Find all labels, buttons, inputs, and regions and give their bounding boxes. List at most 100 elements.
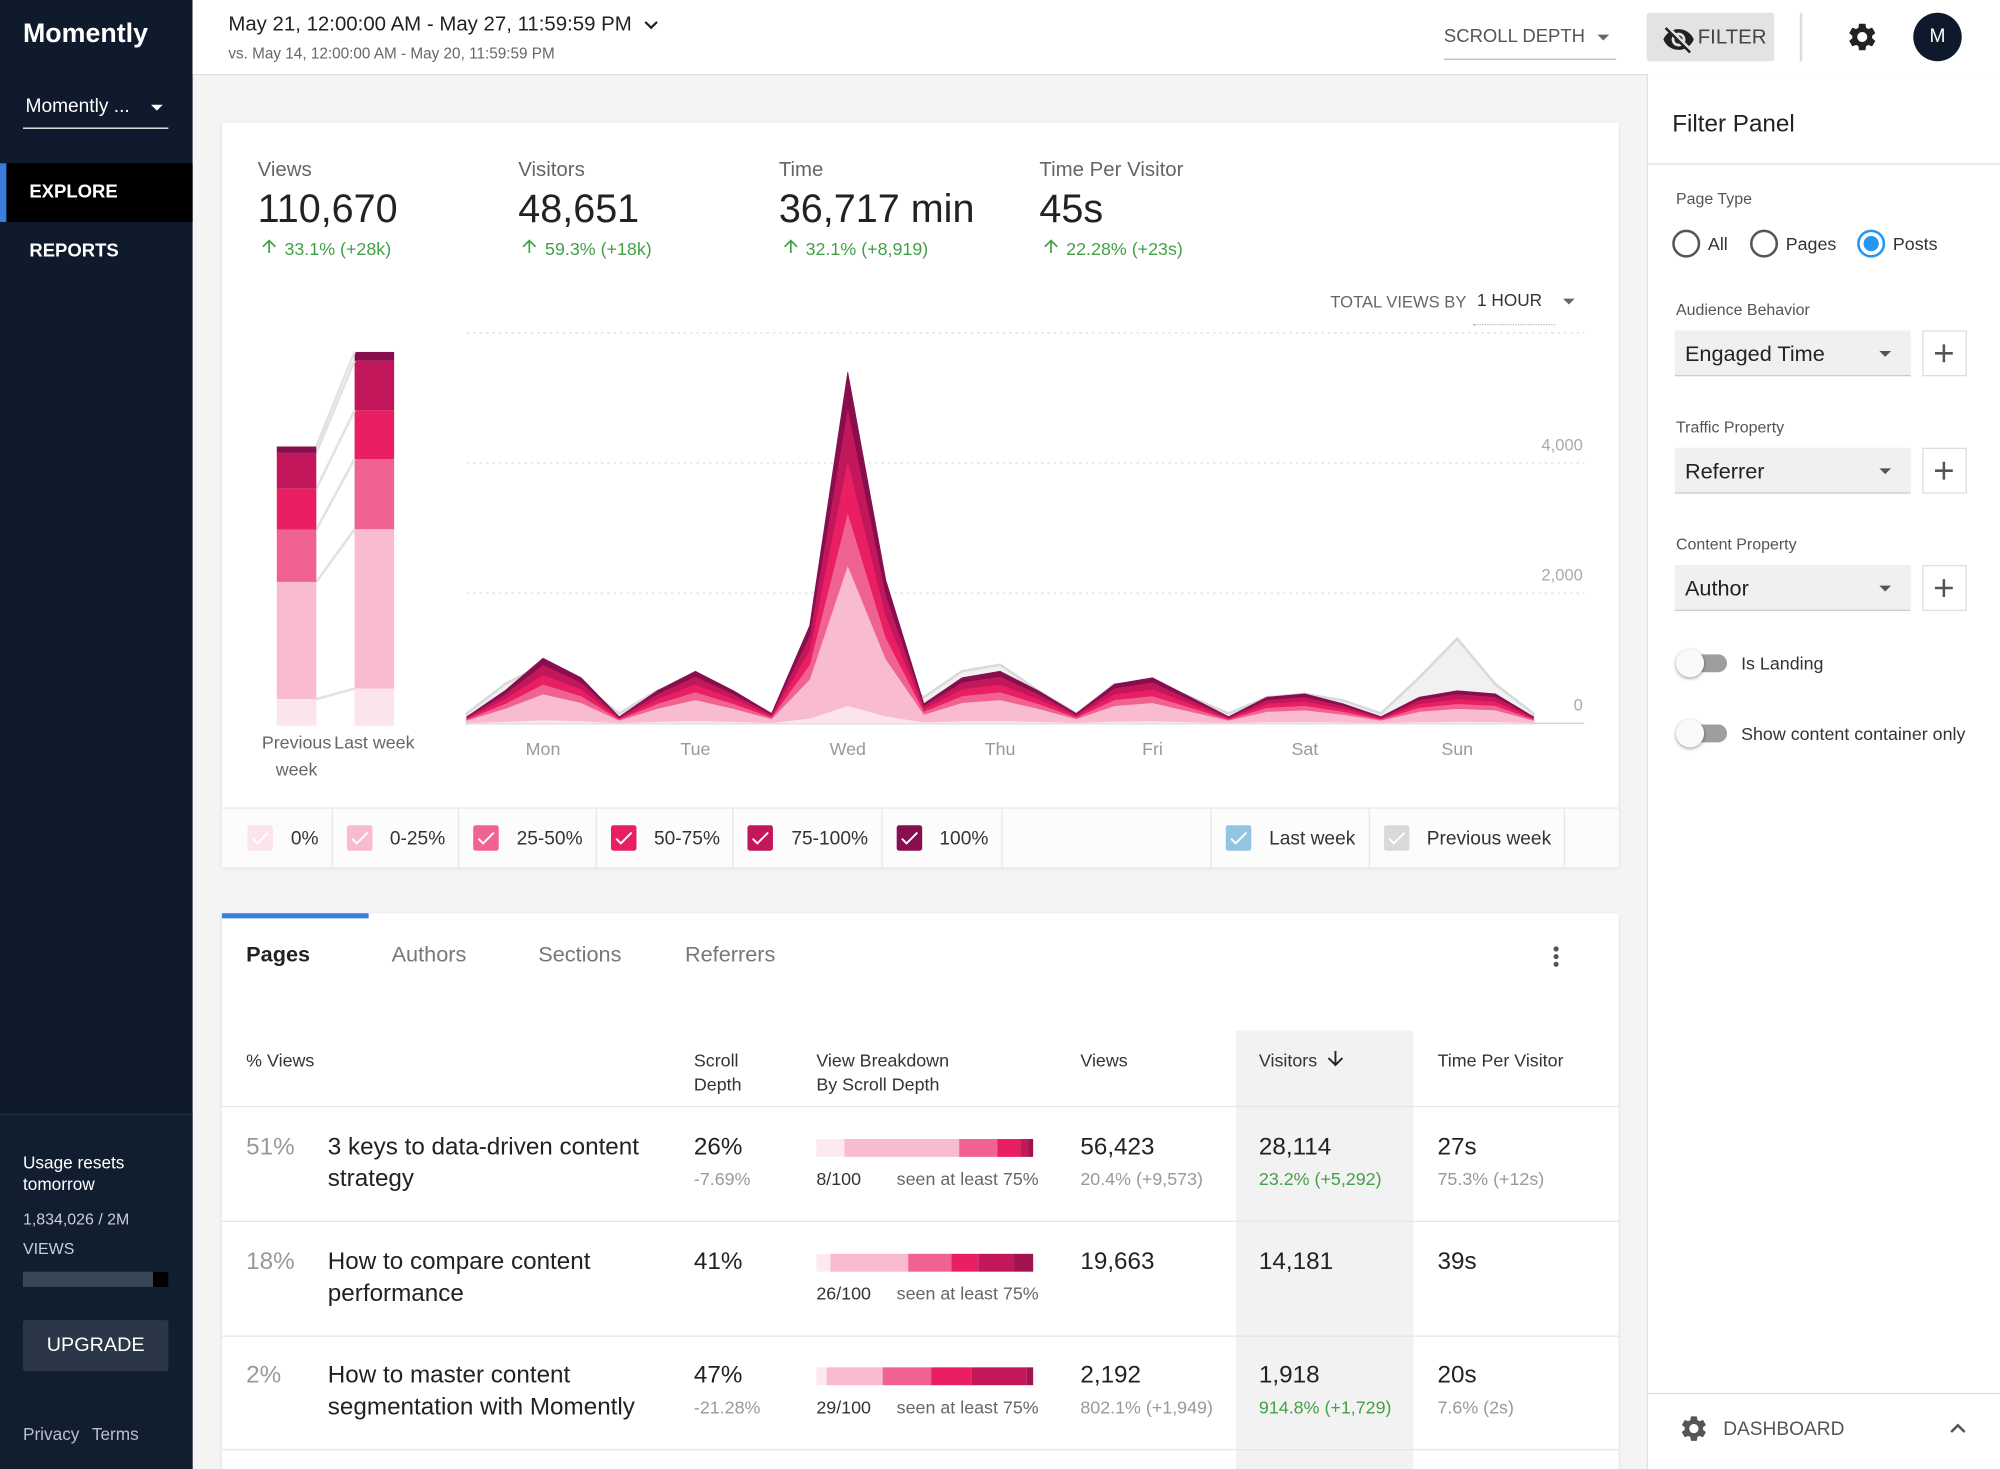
- tab[interactable]: Referrers: [685, 943, 775, 969]
- breakdown-segment: [931, 1367, 972, 1385]
- site-select[interactable]: Momently ...: [26, 96, 130, 118]
- settings-icon-icon: [1849, 24, 1875, 51]
- scroll-depth: 41%: [694, 1248, 743, 1276]
- interval-caret-icon: [1563, 299, 1575, 305]
- up-arrow-icon: [523, 239, 537, 253]
- up-arrow: [520, 236, 540, 256]
- radio-label[interactable]: All: [1708, 233, 1728, 253]
- legend-checkbox-icon: [1388, 832, 1405, 845]
- legend-label: 50-75%: [654, 827, 720, 849]
- interval-select[interactable]: 1 HOUR: [1477, 291, 1542, 310]
- radio-label[interactable]: Posts: [1893, 233, 1938, 253]
- legend-checkbox: [473, 825, 499, 851]
- nav-item[interactable]: EXPLORE: [29, 163, 117, 222]
- radio[interactable]: [1750, 230, 1778, 258]
- page-title[interactable]: How to master content segmentation with …: [328, 1360, 675, 1424]
- legend-checkbox-icon: [478, 832, 495, 845]
- share: 2%: [246, 1362, 281, 1390]
- column-header[interactable]: Views: [1080, 1048, 1208, 1072]
- column-header[interactable]: Time Per Visitor: [1437, 1048, 1603, 1072]
- stat-change: 33.1% (+28k): [284, 239, 391, 259]
- row-border: [222, 1449, 1619, 1450]
- filter-label[interactable]: FILTER: [1698, 27, 1767, 50]
- metric-caret-icon: [1589, 23, 1617, 51]
- dashboard-label[interactable]: DASHBOARD: [1723, 1418, 1844, 1440]
- usage-count: 1,834,026 / 2M: [23, 1210, 129, 1228]
- sort-arrow-icon: [1328, 1051, 1343, 1066]
- nav-item[interactable]: REPORTS: [29, 222, 118, 281]
- column-header[interactable]: Visitors: [1259, 1048, 1387, 1072]
- time-per-visitor: 39s: [1437, 1248, 1476, 1276]
- toggle-label[interactable]: Show content container only: [1741, 723, 1965, 743]
- legend-checkbox-icon: [753, 832, 770, 845]
- legend-checkbox-icon: [1385, 827, 1408, 850]
- scroll-change: -7.69%: [694, 1168, 751, 1188]
- dashboard-icon: [1679, 1413, 1710, 1444]
- collapse-icon-icon: [1943, 1413, 1974, 1444]
- toggle-knob: [1676, 649, 1704, 677]
- radio-label[interactable]: Pages: [1786, 233, 1837, 253]
- date-range[interactable]: May 21, 12:00:00 AM - May 27, 11:59:59 P…: [228, 14, 631, 37]
- sort-arrow-icon: [1324, 1047, 1347, 1070]
- page-title[interactable]: How to compare content performance: [328, 1246, 675, 1310]
- bar-label: Last week: [328, 730, 420, 757]
- tab[interactable]: Sections: [538, 943, 621, 969]
- collapse-icon-icon: [1950, 1423, 1965, 1432]
- column-header[interactable]: % Views: [246, 1048, 399, 1072]
- header-border: [222, 1106, 1619, 1107]
- radio[interactable]: [1857, 230, 1885, 258]
- breakdown-segment: [952, 1253, 979, 1271]
- legend-item[interactable]: Last week: [1212, 809, 1370, 868]
- select-value[interactable]: Engaged Time: [1685, 342, 1825, 368]
- legend-label: 75-100%: [791, 827, 868, 849]
- settings-icon[interactable]: [1846, 20, 1879, 53]
- legend-checkbox: [611, 825, 637, 851]
- legend-checkbox-icon: [249, 827, 272, 850]
- collapse-icon[interactable]: [1943, 1413, 1974, 1444]
- site-caret-icon: [143, 93, 171, 121]
- time-per-visitor-change: 7.6% (2s): [1437, 1397, 1513, 1417]
- date-chevron-icon: [638, 11, 665, 38]
- plus-icon-icon: [1929, 338, 1960, 369]
- metric-select[interactable]: SCROLL DEPTH: [1444, 27, 1585, 47]
- interval-caret-icon: [1555, 287, 1583, 315]
- upgrade-button[interactable]: UPGRADE: [23, 1320, 168, 1371]
- legend-item[interactable]: Previous week: [1369, 809, 1565, 868]
- legend-label: 0-25%: [390, 827, 445, 849]
- legend-item[interactable]: 0-25%: [333, 809, 460, 868]
- avatar[interactable]: M: [1913, 13, 1961, 61]
- legend-item[interactable]: 0%: [222, 809, 333, 868]
- panel-title: Filter Panel: [1672, 111, 1795, 139]
- legend-checkbox-icon: [351, 832, 368, 845]
- column-header[interactable]: Scroll Depth: [694, 1048, 758, 1096]
- divider: [1800, 13, 1803, 61]
- site-caret-icon: [151, 105, 163, 111]
- time-per-visitor: 20s: [1437, 1362, 1476, 1390]
- tab[interactable]: Pages: [246, 943, 310, 969]
- toggle-label[interactable]: Is Landing: [1741, 653, 1823, 673]
- legend-item[interactable]: 100%: [882, 809, 1002, 868]
- select-value[interactable]: Referrer: [1685, 459, 1765, 485]
- select-value[interactable]: Author: [1685, 577, 1749, 603]
- plus-icon-icon: [1929, 455, 1960, 486]
- legend-checkbox-icon: [1230, 832, 1247, 845]
- column-header[interactable]: View Breakdown By Scroll Depth: [816, 1048, 969, 1096]
- legend-checkbox-icon: [1227, 827, 1250, 850]
- legend-item[interactable]: 75-100%: [734, 809, 882, 868]
- legend-item[interactable]: 25-50%: [459, 809, 596, 868]
- up-arrow-icon: [1044, 239, 1058, 253]
- breakdown-segment: [816, 1367, 826, 1385]
- breakdown-bar: [816, 1253, 1033, 1271]
- legend-item[interactable]: 50-75%: [597, 809, 734, 868]
- radio[interactable]: [1672, 230, 1700, 258]
- more-menu[interactable]: [1541, 941, 1572, 972]
- page-title[interactable]: 3 keys to data-driven content strategy: [328, 1131, 675, 1195]
- views: 56,423: [1080, 1134, 1154, 1162]
- plus-icon-icon: [1935, 344, 1953, 362]
- scroll-depth: 47%: [694, 1362, 743, 1390]
- tab[interactable]: Authors: [392, 943, 467, 969]
- select-caret-icon: [1871, 339, 1899, 367]
- footer-link[interactable]: Privacy: [23, 1425, 79, 1444]
- share: 18%: [246, 1248, 295, 1276]
- footer-link[interactable]: Terms: [92, 1425, 139, 1444]
